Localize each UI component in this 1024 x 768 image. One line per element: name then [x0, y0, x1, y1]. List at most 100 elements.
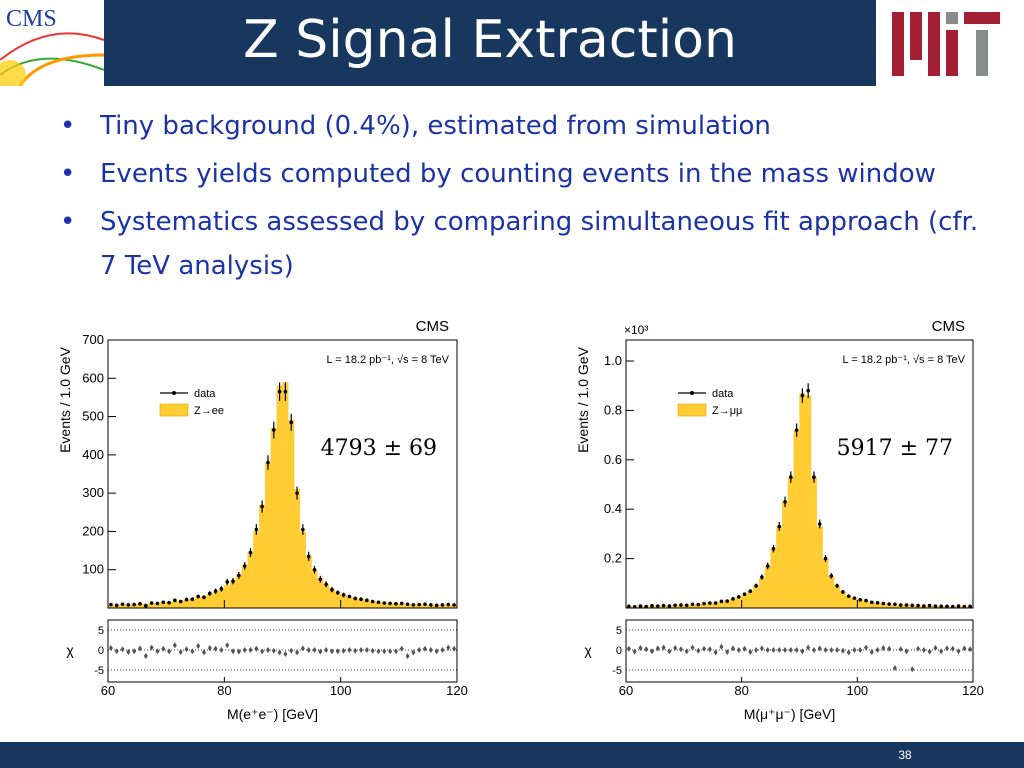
chi-point: [353, 647, 358, 654]
data-point: [184, 597, 189, 602]
y-tick-label: 0.6: [604, 452, 622, 467]
legend-label: data: [194, 388, 216, 400]
chi-point: [370, 647, 375, 654]
data-point: [382, 601, 387, 605]
data-point: [708, 601, 712, 605]
data-point: [370, 599, 375, 604]
chi-point: [632, 648, 637, 655]
data-point: [667, 604, 672, 608]
x-tick-label: 120: [962, 683, 984, 698]
data-point: [335, 590, 340, 595]
yield-label: 5917 ± 77: [837, 436, 953, 461]
data-point: [736, 595, 741, 599]
data-point: [644, 604, 649, 609]
chi-point: [892, 665, 897, 671]
data-point: [696, 602, 701, 607]
chi-point: [736, 647, 741, 653]
chi-point: [690, 644, 695, 651]
histogram-bar: [805, 395, 812, 609]
data-point: [423, 602, 427, 606]
histogram-bar: [270, 427, 277, 609]
data-point: [632, 604, 637, 609]
chi-point: [120, 646, 125, 653]
data-point: [237, 573, 241, 578]
chi-point: [207, 645, 212, 651]
data-point: [679, 603, 683, 607]
x-tick-label: 60: [619, 683, 633, 698]
data-point: [939, 604, 943, 609]
lumi-label: L = 18.2 pb⁻¹, √s = 8 TeV: [326, 354, 449, 366]
data-point: [388, 601, 392, 606]
chi-point: [411, 649, 416, 656]
cms-logo: CMS: [0, 0, 106, 86]
data-point: [661, 603, 666, 608]
chi-point: [702, 645, 707, 652]
data-point: [138, 601, 142, 606]
data-point: [962, 604, 967, 609]
chi-point: [962, 645, 967, 652]
histogram-bar: [747, 590, 754, 609]
chi-point: [277, 649, 282, 656]
data-point: [114, 603, 119, 608]
chi-point: [446, 644, 451, 651]
data-point: [789, 475, 793, 479]
histogram-bar: [253, 531, 260, 609]
lumi-label: L = 18.2 pb⁻¹, √s = 8 TeV: [842, 354, 965, 366]
data-point: [202, 595, 206, 600]
chi-tick-label: 5: [98, 625, 104, 637]
data-point: [817, 522, 822, 526]
logo-art: [0, 32, 104, 86]
chi-point: [881, 645, 886, 651]
chi-point: [172, 642, 177, 649]
histogram-bar: [241, 565, 248, 609]
data-point: [719, 599, 724, 604]
chi-point: [289, 647, 294, 654]
data-point: [213, 589, 218, 593]
chi-point: [143, 653, 148, 659]
histogram-bar: [229, 580, 237, 609]
data-point: [109, 602, 113, 607]
chi-point: [393, 648, 398, 655]
chi-tick-label: 5: [616, 625, 622, 637]
chi-point: [335, 648, 340, 655]
chi-point: [312, 647, 317, 653]
data-point: [783, 499, 787, 504]
histogram-bar: [247, 552, 254, 609]
data-point: [835, 583, 839, 588]
chi-point: [788, 647, 793, 653]
y-multiplier: ×10³: [624, 323, 648, 337]
chi-point: [927, 648, 932, 655]
y-tick-label: 600: [82, 370, 104, 385]
ratio-frame: [625, 619, 974, 683]
chi-point: [382, 648, 387, 655]
chi-point: [765, 647, 770, 653]
chi-point: [242, 647, 247, 653]
y-tick-label: 1.0: [604, 353, 622, 368]
data-point: [945, 604, 949, 609]
data-point: [219, 587, 224, 591]
chi-point: [225, 642, 230, 649]
x-tick-label: 120: [446, 683, 468, 698]
data-point: [196, 594, 200, 599]
histogram-bar: [810, 476, 817, 609]
chi-point: [846, 649, 851, 656]
data-point: [289, 420, 294, 425]
data-point: [760, 575, 764, 579]
y-tick-label: 200: [82, 523, 104, 538]
chi-point: [108, 645, 113, 651]
data-point: [771, 546, 776, 551]
data-point: [295, 491, 299, 495]
chi-tick-label: -5: [94, 665, 104, 677]
chi-point: [939, 648, 944, 655]
chi-point: [869, 649, 874, 655]
chi-point: [759, 645, 764, 652]
experiment-label: CMS: [416, 318, 449, 335]
data-point: [411, 603, 416, 607]
chi-point: [956, 648, 961, 655]
chi-point: [399, 645, 404, 652]
data-point: [132, 602, 136, 607]
chi-point: [864, 644, 869, 651]
chi-point: [655, 645, 660, 652]
chi-point: [667, 648, 672, 655]
data-point: [330, 587, 334, 592]
